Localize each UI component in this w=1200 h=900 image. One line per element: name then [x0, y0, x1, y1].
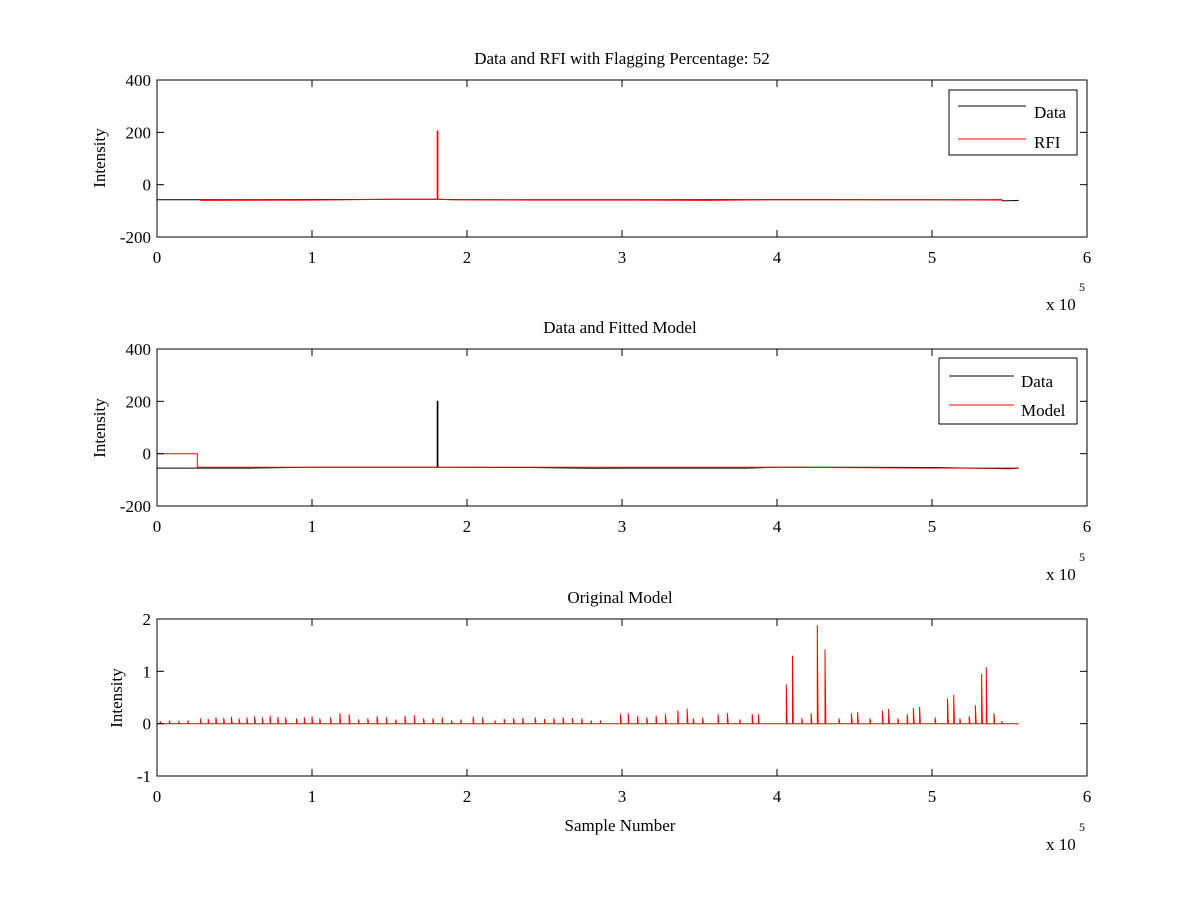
x-tick-label: 1 [308, 787, 317, 806]
x-multiplier-exponent: 5 [1079, 280, 1085, 294]
y-tick-label: -200 [120, 497, 151, 516]
x-tick-label: 4 [773, 787, 782, 806]
y-axis-label: Intensity [90, 398, 109, 458]
x-multiplier-base: x 10 [1046, 835, 1076, 854]
x-axis-label: Sample Number [565, 816, 676, 835]
x-tick-label: 6 [1083, 517, 1092, 536]
x-tick-label: 2 [463, 517, 472, 536]
legend: Data RFI [948, 89, 1078, 156]
x-tick-label: 0 [153, 248, 162, 267]
y-axis-label: Intensity [107, 668, 126, 728]
series-line-original-model [157, 625, 1019, 725]
x-tick-label: 4 [773, 248, 782, 267]
subplot-fitted-model: Data and Fitted Model Intensity 0 1 2 3 4 5 6 -… [90, 318, 1091, 584]
x-tick-label: 2 [463, 248, 472, 267]
legend: Data Model [938, 357, 1078, 425]
x-multiplier-base: x 10 [1046, 295, 1076, 314]
x-tick-label: 4 [773, 517, 782, 536]
series-line-model [157, 453, 1019, 469]
legend-box [948, 89, 1078, 156]
x-multiplier-base: x 10 [1046, 565, 1076, 584]
x-tick-label: 6 [1083, 248, 1092, 267]
x-tick-label: 3 [618, 787, 627, 806]
series-line-data [157, 400, 1019, 470]
chart-title: Original Model [567, 588, 673, 607]
subplot-rfi: Data and RFI with Flagging Percentage: 5… [90, 49, 1091, 314]
chart-title: Data and Fitted Model [543, 318, 697, 337]
legend-label-data: Data [1021, 372, 1054, 391]
x-tick-label: 2 [463, 787, 472, 806]
x-tick-label: 5 [928, 517, 937, 536]
plot-area [157, 130, 1019, 202]
y-tick-label: 0 [143, 445, 152, 464]
chart-title: Data and RFI with Flagging Percentage: 5… [474, 49, 770, 68]
y-tick-label: 1 [143, 662, 152, 681]
plot-area [157, 400, 1019, 470]
x-tick-label: 1 [308, 517, 317, 536]
y-tick-label: 400 [126, 340, 152, 359]
x-tick-label: 3 [618, 517, 627, 536]
y-tick-label: 400 [126, 71, 152, 90]
y-tick-label: 0 [143, 176, 152, 195]
legend-box [938, 357, 1078, 425]
y-tick-label: 200 [126, 392, 152, 411]
y-axis-label: Intensity [90, 128, 109, 188]
x-tick-label: 0 [153, 787, 162, 806]
x-tick-label: 6 [1083, 787, 1092, 806]
legend-label-rfi: RFI [1034, 133, 1061, 152]
x-tick-label: 3 [618, 248, 627, 267]
y-tick-label: -200 [120, 228, 151, 247]
x-tick-label: 1 [308, 248, 317, 267]
x-tick-label: 0 [153, 517, 162, 536]
x-multiplier-exponent: 5 [1079, 550, 1085, 564]
legend-label-model: Model [1021, 401, 1066, 420]
axes-frame [156, 79, 1088, 238]
axes-frame [156, 618, 1088, 777]
y-tick-label: 0 [143, 715, 152, 734]
legend-label-data: Data [1034, 103, 1067, 122]
y-tick-label: 2 [143, 610, 152, 629]
y-tick-label: 200 [126, 123, 152, 142]
series-line-rfi [200, 130, 1002, 201]
x-multiplier-exponent: 5 [1079, 820, 1085, 834]
y-tick-label: -1 [137, 767, 151, 786]
x-tick-label: 5 [928, 248, 937, 267]
x-tick-label: 5 [928, 787, 937, 806]
plot-area [157, 625, 1019, 725]
